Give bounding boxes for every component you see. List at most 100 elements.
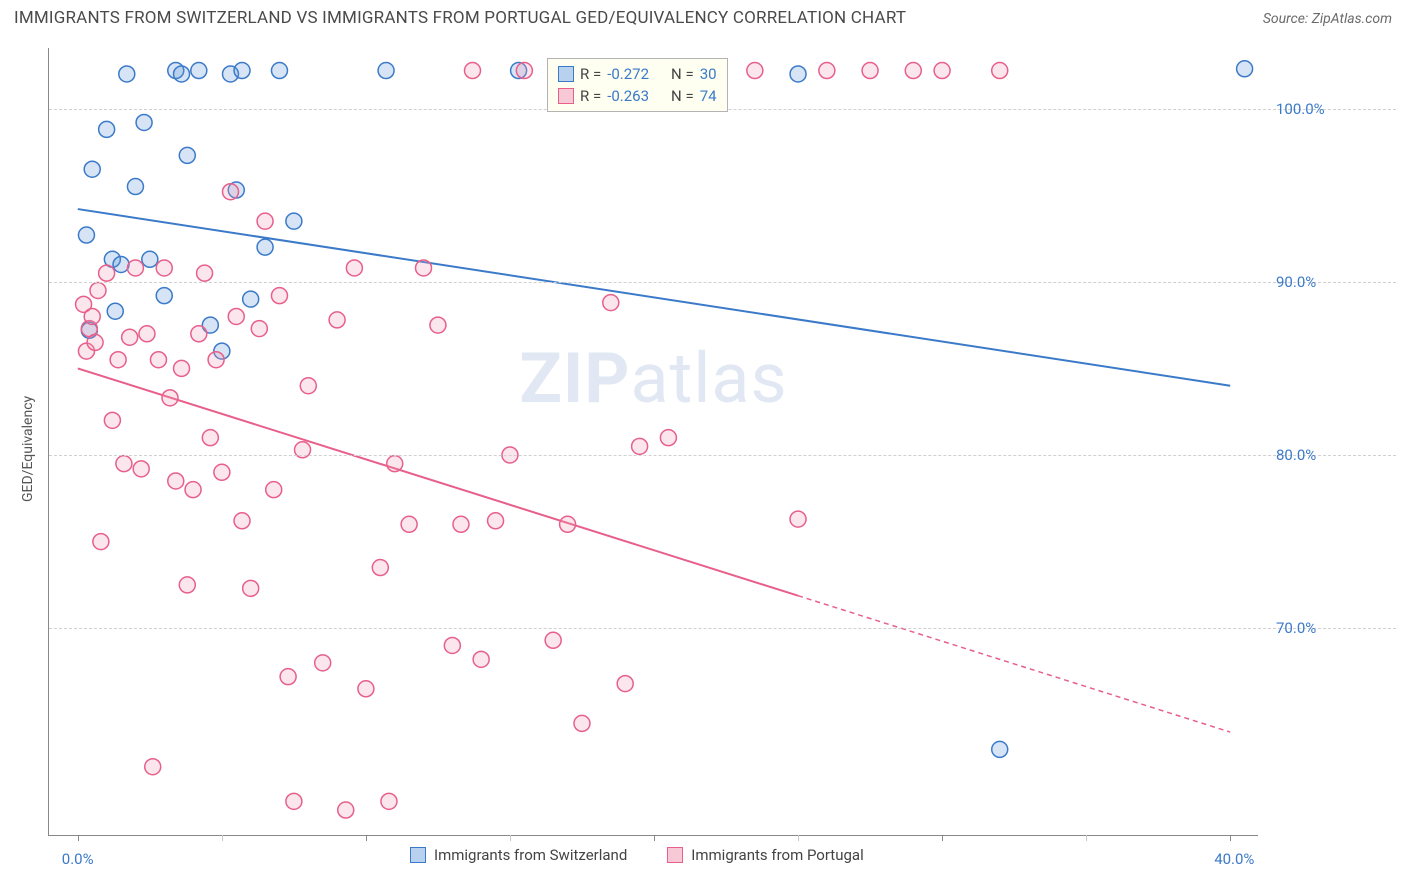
data-point [862, 63, 878, 79]
correlation-stats-box: R =-0.272N =30R =-0.263N =74 [547, 58, 728, 112]
data-point [516, 63, 532, 79]
data-point [747, 63, 763, 79]
data-point [174, 360, 190, 376]
data-point [142, 251, 158, 267]
stats-r-value: -0.272 [607, 65, 649, 83]
y-axis-label: GED/Equivalency [20, 396, 36, 502]
data-point [266, 482, 282, 498]
x-tick-mark [654, 835, 655, 841]
data-point [372, 560, 388, 576]
data-point [93, 534, 109, 550]
x-tick-minor [798, 835, 799, 841]
stats-swatch [558, 66, 574, 82]
data-point [122, 329, 138, 345]
y-tick-label: 80.0% [1276, 446, 1316, 464]
data-point [329, 312, 345, 328]
data-point [401, 516, 417, 532]
data-point [387, 456, 403, 472]
data-point [156, 288, 172, 304]
y-tick-label: 70.0% [1276, 619, 1316, 637]
data-point [790, 511, 806, 527]
legend-swatch [667, 847, 683, 863]
data-point [271, 63, 287, 79]
data-point [271, 288, 287, 304]
data-point [346, 260, 362, 276]
stats-row: R =-0.272N =30 [558, 63, 717, 85]
stats-swatch [558, 88, 574, 104]
data-point [473, 651, 489, 667]
data-point [574, 715, 590, 731]
stats-r-value: -0.263 [607, 87, 649, 105]
gridline-h [49, 628, 1396, 629]
data-point [660, 430, 676, 446]
stats-n-value: 74 [700, 87, 717, 105]
x-tick-mark [942, 835, 943, 841]
data-point [162, 390, 178, 406]
legend-item: Immigrants from Switzerland [410, 846, 627, 864]
stats-row: R =-0.263N =74 [558, 85, 717, 107]
data-point [416, 260, 432, 276]
legend-label: Immigrants from Portugal [691, 846, 863, 864]
stats-r-label: R = [580, 87, 601, 105]
data-point [208, 352, 224, 368]
data-point [465, 63, 481, 79]
data-point [257, 213, 273, 229]
x-tick-label: 0.0% [62, 850, 94, 868]
y-tick-label: 90.0% [1276, 273, 1316, 291]
legend-item: Immigrants from Portugal [667, 846, 863, 864]
chart-title: IMMIGRANTS FROM SWITZERLAND VS IMMIGRANT… [14, 8, 906, 28]
data-point [168, 473, 184, 489]
chart-svg [49, 48, 1259, 836]
x-tick-minor [510, 835, 511, 841]
data-point [338, 802, 354, 818]
source-label: Source: ZipAtlas.com [1263, 11, 1392, 27]
x-tick-minor [222, 835, 223, 841]
data-point [617, 676, 633, 692]
y-tick-label: 100.0% [1276, 100, 1325, 118]
data-point [934, 63, 950, 79]
data-point [133, 461, 149, 477]
data-point [127, 179, 143, 195]
data-point [179, 577, 195, 593]
data-point [286, 213, 302, 229]
gridline-h [49, 282, 1396, 283]
data-point [251, 321, 267, 337]
data-point [156, 260, 172, 276]
data-point [110, 352, 126, 368]
data-point [632, 438, 648, 454]
data-point [179, 147, 195, 163]
x-tick-minor [1086, 835, 1087, 841]
data-point [104, 412, 120, 428]
data-point [444, 637, 460, 653]
data-point [430, 317, 446, 333]
data-point [87, 334, 103, 350]
data-point [358, 681, 374, 697]
data-point [257, 239, 273, 255]
data-point [145, 759, 161, 775]
data-point [150, 352, 166, 368]
data-point [139, 326, 155, 342]
trend-line [78, 368, 798, 595]
data-point [78, 227, 94, 243]
data-point [119, 66, 135, 82]
data-point [905, 63, 921, 79]
x-tick-mark [1230, 835, 1231, 841]
data-point [127, 260, 143, 276]
x-tick-mark [366, 835, 367, 841]
data-point [191, 326, 207, 342]
data-point [992, 741, 1008, 757]
data-point [488, 513, 504, 529]
data-point [453, 516, 469, 532]
data-point [202, 430, 218, 446]
data-point [84, 161, 100, 177]
data-point [99, 121, 115, 137]
data-point [84, 308, 100, 324]
data-point [185, 482, 201, 498]
data-point [790, 66, 806, 82]
data-point [136, 114, 152, 130]
plot-area: ZIPatlas [48, 48, 1258, 836]
legend-label: Immigrants from Switzerland [434, 846, 627, 864]
data-point [280, 669, 296, 685]
data-point [992, 63, 1008, 79]
stats-r-label: R = [580, 65, 601, 83]
